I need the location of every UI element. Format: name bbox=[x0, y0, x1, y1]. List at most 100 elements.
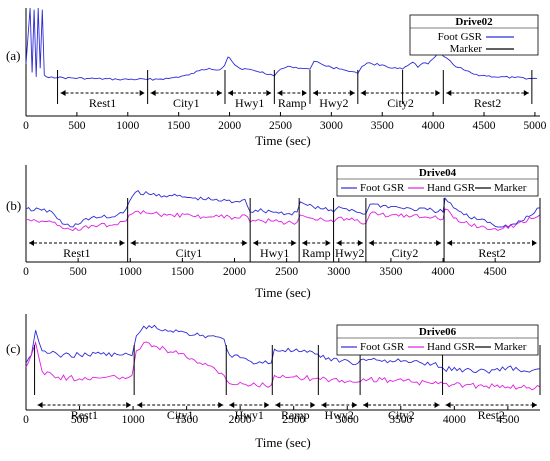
segment-label: City1 bbox=[167, 408, 194, 422]
legend-box bbox=[336, 165, 539, 197]
x-tick-label: 3500 bbox=[389, 414, 412, 426]
x-tick-label: 4000 bbox=[432, 266, 455, 278]
segment-arrowhead-left bbox=[312, 90, 318, 96]
x-tick-label: 4500 bbox=[484, 266, 507, 278]
x-tick-label: 500 bbox=[70, 266, 88, 278]
segment-arrowhead-left bbox=[446, 90, 452, 96]
segment-arrowhead-right bbox=[119, 240, 125, 246]
legend-title: Drive06 bbox=[419, 326, 457, 338]
segment-arrowhead-right bbox=[264, 402, 270, 408]
segment-label: City2 bbox=[387, 96, 414, 110]
x-tick-label: 4000 bbox=[422, 120, 445, 132]
segment-arrowhead-right bbox=[325, 240, 331, 246]
panel-label-c: (c) bbox=[6, 341, 20, 356]
segment-arrowhead-right bbox=[310, 402, 316, 408]
segment-arrowhead-right bbox=[216, 90, 222, 96]
segment-label: Rest2 bbox=[474, 96, 501, 110]
segment-arrowhead-left bbox=[29, 240, 34, 246]
segment-arrowhead-right bbox=[436, 240, 442, 246]
segment-label: Rest1 bbox=[71, 408, 98, 422]
segment-arrowhead-right bbox=[532, 402, 537, 408]
x-tick-label: 2500 bbox=[269, 120, 292, 132]
x-tick-label: 3000 bbox=[327, 266, 350, 278]
segment-arrowhead-left bbox=[253, 240, 259, 246]
segment-arrowhead-left bbox=[368, 240, 374, 246]
segment-arrowhead-right bbox=[532, 240, 537, 246]
x-tick-label: 3000 bbox=[320, 120, 343, 132]
segment-label: City1 bbox=[176, 246, 203, 260]
segment-arrowhead-left bbox=[137, 402, 143, 408]
panel-c-drive06: 0 500 1000 1500 2000 2500 3000 3500 4000 4500 Time… bbox=[23, 314, 541, 450]
panel-label-a: (a) bbox=[6, 48, 20, 63]
x-tick-label: 2500 bbox=[282, 414, 305, 426]
segment-arrowhead-left bbox=[275, 402, 281, 408]
legend: Drive06 Foot GSR Hand GSR Marker bbox=[336, 324, 539, 356]
x-tick-label: 0 bbox=[23, 414, 29, 426]
segment-arrowhead-left bbox=[302, 240, 308, 246]
series-line-foot-gsr bbox=[25, 7, 537, 81]
segment-label: Ramp bbox=[302, 246, 331, 260]
segment-arrowhead-right bbox=[139, 90, 145, 96]
series-line-foot-gsr bbox=[25, 189, 541, 228]
segment-arrowhead-right bbox=[435, 90, 441, 96]
segment-arrowhead-right bbox=[301, 90, 307, 96]
segment-arrowhead-left bbox=[360, 90, 366, 96]
segment-arrowhead-right bbox=[434, 402, 440, 408]
segment-label: City2 bbox=[392, 246, 419, 260]
segment-arrowhead-left bbox=[60, 90, 66, 96]
legend-entry-label: Marker bbox=[494, 182, 527, 194]
segment-arrowhead-left bbox=[363, 402, 369, 408]
segment-label: Ramp bbox=[281, 408, 310, 422]
x-tick-label: 500 bbox=[71, 414, 89, 426]
x-axis-title: Time (sec) bbox=[255, 285, 311, 300]
legend-box bbox=[336, 324, 539, 356]
legend-entry-label: Hand GSR bbox=[427, 341, 476, 353]
x-axis-title: Time (sec) bbox=[255, 435, 311, 450]
segment-arrowhead-left bbox=[130, 240, 136, 246]
segment-arrowhead-right bbox=[523, 90, 529, 96]
segment-label: Hwy1 bbox=[260, 246, 289, 260]
x-tick-label: 1000 bbox=[122, 414, 145, 426]
segment-arrowhead-left bbox=[336, 240, 342, 246]
x-tick-label: 1000 bbox=[119, 266, 142, 278]
x-tick-label: 3500 bbox=[371, 120, 394, 132]
x-tick-label: 3500 bbox=[379, 266, 402, 278]
segment-label: Rest1 bbox=[89, 96, 116, 110]
segment-arrowhead-left bbox=[150, 90, 156, 96]
segment-label: Hwy2 bbox=[319, 96, 348, 110]
segment-label: Hwy1 bbox=[235, 96, 264, 110]
x-tick-label: 1000 bbox=[116, 120, 139, 132]
segment-arrowhead-right bbox=[126, 402, 132, 408]
segment-arrowhead-right bbox=[349, 90, 355, 96]
x-tick-label: 2000 bbox=[229, 414, 252, 426]
x-tick-label: 500 bbox=[68, 120, 86, 132]
x-tick-label: 2000 bbox=[223, 266, 246, 278]
legend: Drive04 Foot GSR Hand GSR Marker bbox=[336, 165, 539, 197]
legend-title: Drive04 bbox=[419, 167, 457, 179]
legend-box bbox=[409, 14, 539, 56]
x-tick-label: 0 bbox=[23, 266, 29, 278]
x-tick-label: 1500 bbox=[171, 266, 194, 278]
segment-label: City2 bbox=[388, 408, 415, 422]
segment-label: Rest2 bbox=[478, 246, 505, 260]
segment-label: Rest2 bbox=[478, 408, 505, 422]
x-tick-label: 4500 bbox=[496, 414, 519, 426]
legend-entry-label: Hand GSR bbox=[427, 182, 476, 194]
legend-entry-label: Foot GSR bbox=[360, 341, 405, 353]
panel-b-drive04: 0 500 1000 1500 2000 2500 3000 3500 4000 4500 Time… bbox=[23, 165, 541, 300]
legend-entry-label: Marker bbox=[450, 43, 483, 55]
legend-entry-label: Marker bbox=[494, 341, 527, 353]
legend-title: Drive02 bbox=[455, 16, 493, 28]
x-tick-label: 0 bbox=[23, 120, 29, 132]
x-tick-label: 4000 bbox=[443, 414, 466, 426]
panel-a-drive02: 0 500 1000 1500 2000 2500 3000 3500 4000 4500 5000… bbox=[23, 7, 547, 148]
segment-arrowhead-right bbox=[357, 240, 363, 246]
segment-label: Ramp bbox=[278, 96, 307, 110]
x-tick-label: 3000 bbox=[336, 414, 359, 426]
x-tick-label: 5000 bbox=[523, 120, 546, 132]
series-line-hand-gsr bbox=[25, 340, 541, 391]
segment-label: City1 bbox=[173, 96, 200, 110]
segment-arrowhead-right bbox=[352, 402, 358, 408]
segment-arrowhead-left bbox=[227, 90, 233, 96]
